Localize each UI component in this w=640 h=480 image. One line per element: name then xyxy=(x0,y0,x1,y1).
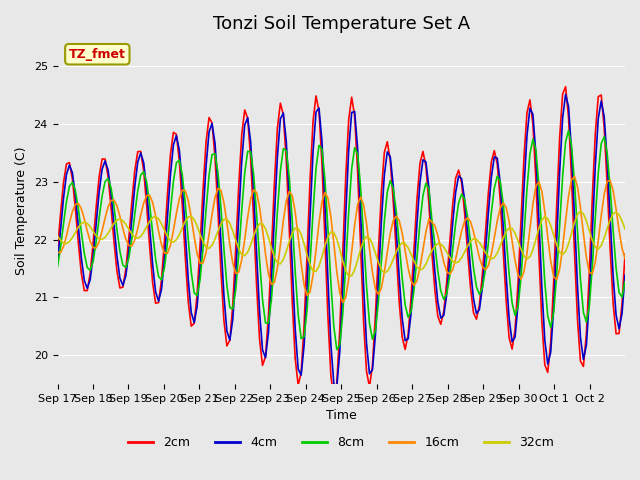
X-axis label: Time: Time xyxy=(326,409,356,422)
Text: TZ_fmet: TZ_fmet xyxy=(69,48,125,61)
Legend: 2cm, 4cm, 8cm, 16cm, 32cm: 2cm, 4cm, 8cm, 16cm, 32cm xyxy=(124,431,559,454)
Y-axis label: Soil Temperature (C): Soil Temperature (C) xyxy=(15,146,28,275)
Title: Tonzi Soil Temperature Set A: Tonzi Soil Temperature Set A xyxy=(212,15,470,33)
